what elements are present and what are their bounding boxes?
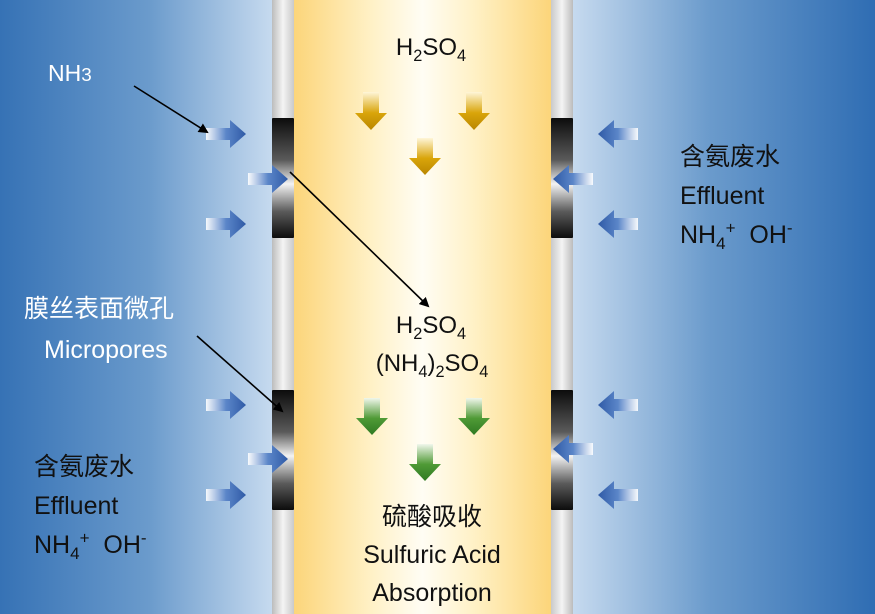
channel-mid-formula-2: (NH4)2SO4 [375,350,489,381]
micropore-pointer-line [196,335,284,413]
right-ions-label: NH4+ OH- [680,218,793,253]
blue-arrow-right [206,120,246,148]
right-effluent-en-label: Effluent [680,182,765,210]
effluent-region-left [0,0,272,614]
gold-arrow-down [355,92,387,130]
micropores-cn-label: 膜丝表面微孔 [24,295,175,323]
green-arrow-down [409,444,441,481]
right-effluent-cn-label: 含氨废水 [680,143,781,171]
blue-arrow-left [598,210,638,238]
blue-arrow-right [206,481,246,509]
gold-arrow-down [458,92,490,130]
blue-arrow-right [248,165,288,193]
channel-mid-formula: H2SO4 [395,312,467,343]
channel-cn-label: 硫酸吸收 [381,503,482,531]
micropores-en-label: Micropores [44,336,168,364]
left-ions-label: NH4+ OH- [34,528,147,563]
nh3-pointer-line [133,85,209,134]
left-effluent-cn-label: 含氨废水 [34,453,135,481]
blue-arrow-left [598,120,638,148]
channel-en-label-1: Sulfuric Acid [363,541,501,569]
blue-arrow-right [206,391,246,419]
blue-arrow-left [598,481,638,509]
green-arrow-down [458,398,490,435]
nh3-diffusion-line [289,171,430,308]
blue-arrow-left [598,391,638,419]
left-effluent-en-label: Effluent [34,492,119,520]
channel-en-label-2: Absorption [372,579,492,607]
blue-arrow-left [553,435,593,463]
channel-top-formula: H2SO4 [395,34,467,65]
gold-arrow-down [409,138,441,175]
micropore [272,390,294,510]
blue-arrow-left [553,165,593,193]
blue-arrow-right [206,210,246,238]
blue-arrow-right [248,445,288,473]
effluent-region-right [573,0,875,614]
nh3-label: NH3 [48,60,92,86]
green-arrow-down [356,398,388,435]
